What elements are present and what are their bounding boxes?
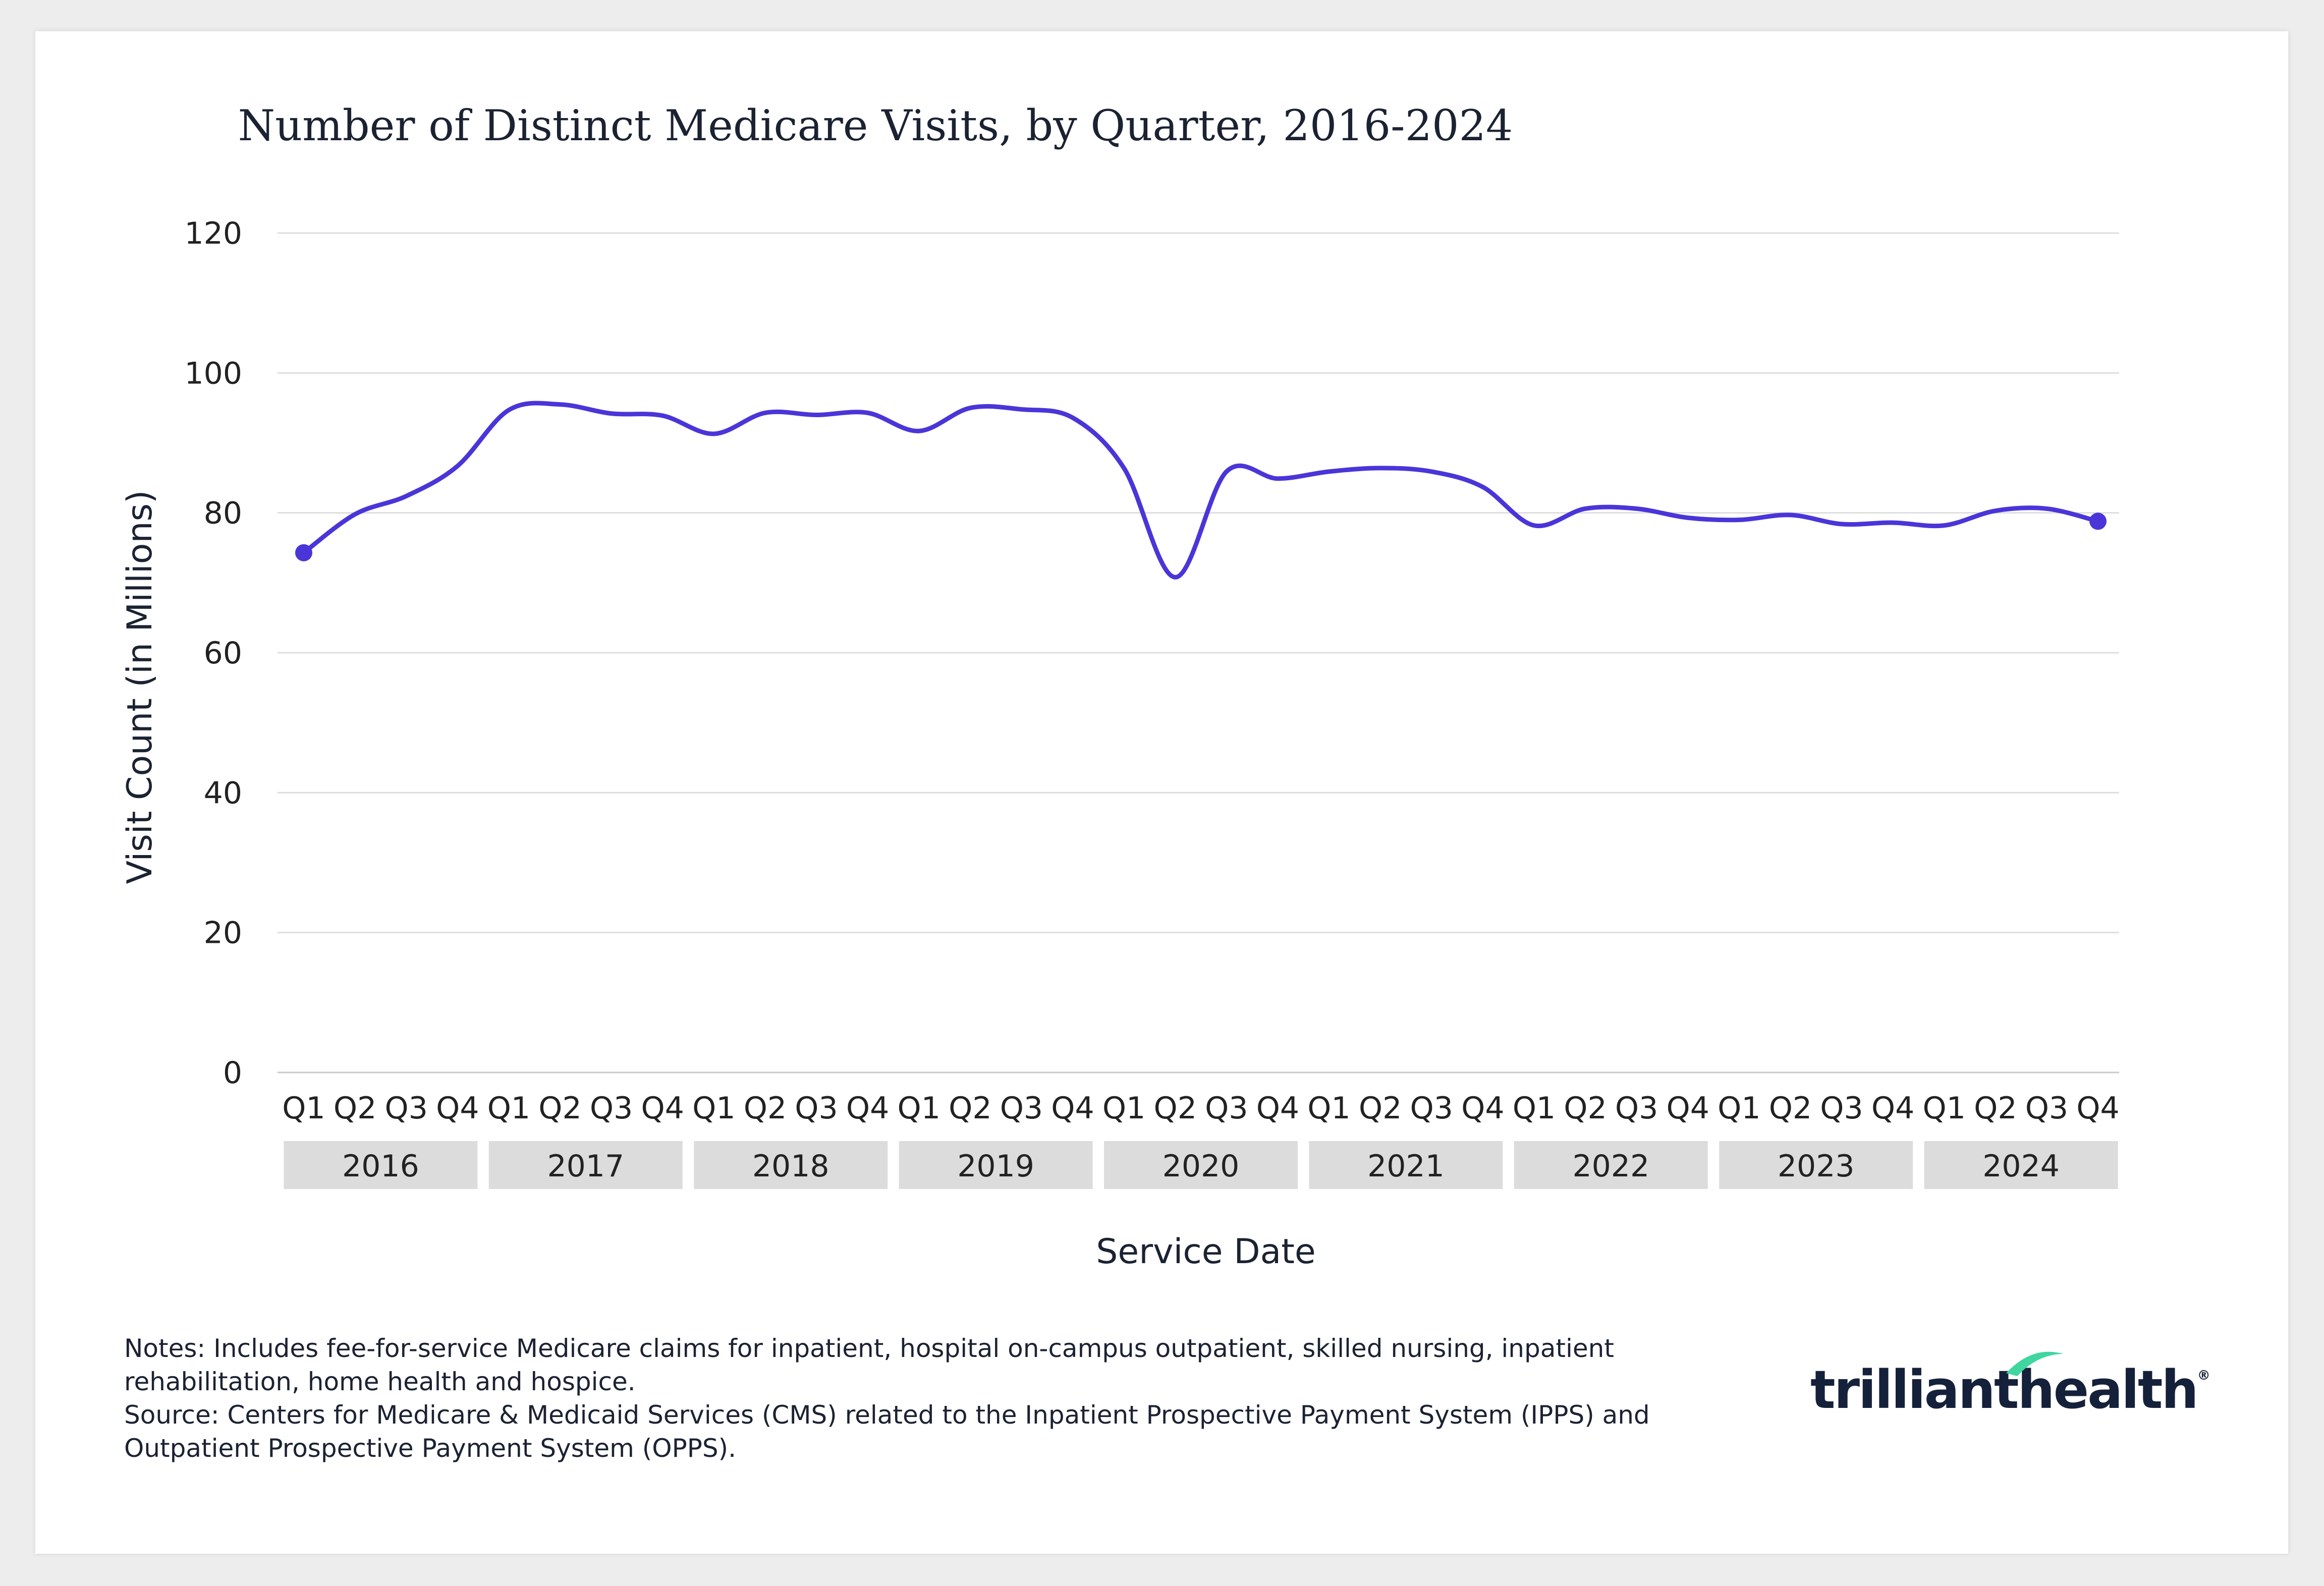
logo-word-health: health (2017, 1359, 2199, 1421)
x-quarter-label: Q1 (1102, 1091, 1145, 1126)
x-quarter-label: Q4 (1461, 1091, 1504, 1126)
series-endpoint-marker (295, 544, 312, 561)
x-quarter-label: Q4 (1666, 1091, 1709, 1126)
x-quarter-label: Q2 (538, 1091, 581, 1126)
y-tick-label: 80 (204, 496, 242, 531)
x-year-label: 2022 (1572, 1149, 1649, 1184)
notes-block: Notes: Includes fee-for-service Medicare… (124, 1332, 1719, 1465)
line-chart: Number of Distinct Medicare Visits, by Q… (120, 101, 2120, 1272)
series-line (301, 401, 2100, 580)
x-quarter-label: Q3 (1410, 1091, 1453, 1126)
y-tick-labels: 0 20 40 60 80 100 120 (184, 216, 242, 1091)
x-quarter-label: Q1 (1513, 1091, 1556, 1126)
x-quarter-label: Q2 (744, 1091, 787, 1126)
x-quarter-label: Q3 (1000, 1091, 1043, 1126)
x-year-label: 2016 (342, 1149, 419, 1184)
logo-registered-mark: ® (2197, 1368, 2210, 1383)
x-axis-label: Service Date (1096, 1232, 1315, 1272)
x-quarter-label: Q4 (436, 1091, 479, 1126)
year-group-box (488, 1141, 683, 1189)
x-quarter-label: Q2 (334, 1091, 376, 1126)
y-tick-label: 120 (184, 216, 242, 251)
x-quarter-label: Q4 (1871, 1091, 1914, 1126)
x-quarter-label: Q1 (897, 1091, 940, 1126)
x-quarter-label: Q3 (2025, 1091, 2068, 1126)
y-tick-label: 40 (204, 775, 242, 811)
x-quarter-label: Q3 (384, 1091, 427, 1126)
x-quarter-label: Q4 (1051, 1091, 1094, 1126)
x-quarter-label: Q4 (641, 1091, 684, 1126)
year-group-box (1104, 1141, 1298, 1189)
x-quarter-label: Q4 (2076, 1091, 2119, 1126)
x-quarter-label: Q3 (1615, 1091, 1658, 1126)
year-group-box (694, 1141, 888, 1189)
x-quarter-label: Q1 (1718, 1091, 1760, 1126)
year-group-box (1719, 1141, 1913, 1189)
x-quarter-label: Q2 (1974, 1091, 2017, 1126)
x-year-label: 2023 (1778, 1149, 1855, 1184)
x-quarter-label: Q2 (1564, 1091, 1607, 1126)
x-quarter-label: Q1 (487, 1091, 530, 1126)
x-year-label: 2018 (752, 1149, 829, 1184)
chart-card: Number of Distinct Medicare Visits, by Q… (35, 31, 2288, 1554)
x-quarter-label: Q2 (1769, 1091, 1812, 1126)
x-year-label: 2017 (547, 1149, 624, 1184)
trilliant-health-logo: trillianthealth® (1810, 1351, 2210, 1421)
source-text: Source: Centers for Medicare & Medicaid … (124, 1400, 1658, 1463)
x-quarter-label: Q3 (590, 1091, 633, 1126)
x-year-label: 2019 (957, 1149, 1034, 1184)
y-axis-label: Visit Count (in Millions) (120, 490, 160, 884)
year-group-box (1924, 1141, 2118, 1189)
x-year-label: 2021 (1367, 1149, 1445, 1184)
x-year-label: 2020 (1163, 1149, 1240, 1184)
x-year-labels: 2016 2017 2018 2019 2020 2021 2022 2023 2024 (284, 1141, 2118, 1189)
year-group-box (284, 1141, 478, 1189)
x-quarter-label: Q2 (1359, 1091, 1402, 1126)
year-group-box (1514, 1141, 1708, 1189)
logo-swoosh-icon (2006, 1351, 2064, 1376)
year-group-box (1309, 1141, 1503, 1189)
series-line-group (295, 401, 2107, 580)
x-quarter-label: Q4 (846, 1091, 889, 1126)
y-tick-label: 60 (204, 636, 242, 671)
x-year-label: 2024 (1982, 1149, 2060, 1184)
y-tick-label: 20 (204, 916, 242, 951)
gridlines (278, 232, 2119, 1073)
x-quarter-label: Q1 (1307, 1091, 1350, 1126)
x-quarter-label: Q3 (1205, 1091, 1248, 1126)
notes-text: Notes: Includes fee-for-service Medicare… (124, 1334, 1622, 1396)
x-quarter-label: Q4 (1256, 1091, 1299, 1126)
y-tick-label: 0 (223, 1055, 242, 1091)
x-quarter-label: Q2 (1153, 1091, 1196, 1126)
y-tick-label: 100 (184, 356, 242, 391)
series-endpoint-marker (2089, 513, 2107, 530)
x-quarter-label: Q1 (282, 1091, 325, 1126)
x-quarter-label: Q3 (1820, 1091, 1863, 1126)
year-group-box (899, 1141, 1093, 1189)
x-quarter-labels: Q1 Q2 Q3 Q4 Q1 Q2 Q3 Q4 Q1 Q2 Q3 Q4 Q1 Q2 Q3 Q4 Q1 Q2 Q3 Q4… (282, 1091, 2119, 1126)
x-quarter-label: Q1 (1922, 1091, 1965, 1126)
chart-title: Number of Distinct Medicare Visits, by Q… (238, 101, 1513, 150)
x-quarter-label: Q2 (949, 1091, 991, 1126)
x-quarter-label: Q3 (795, 1091, 838, 1126)
logo-word-trilliant: trilliant (1810, 1359, 2019, 1421)
x-quarter-label: Q1 (692, 1091, 735, 1126)
